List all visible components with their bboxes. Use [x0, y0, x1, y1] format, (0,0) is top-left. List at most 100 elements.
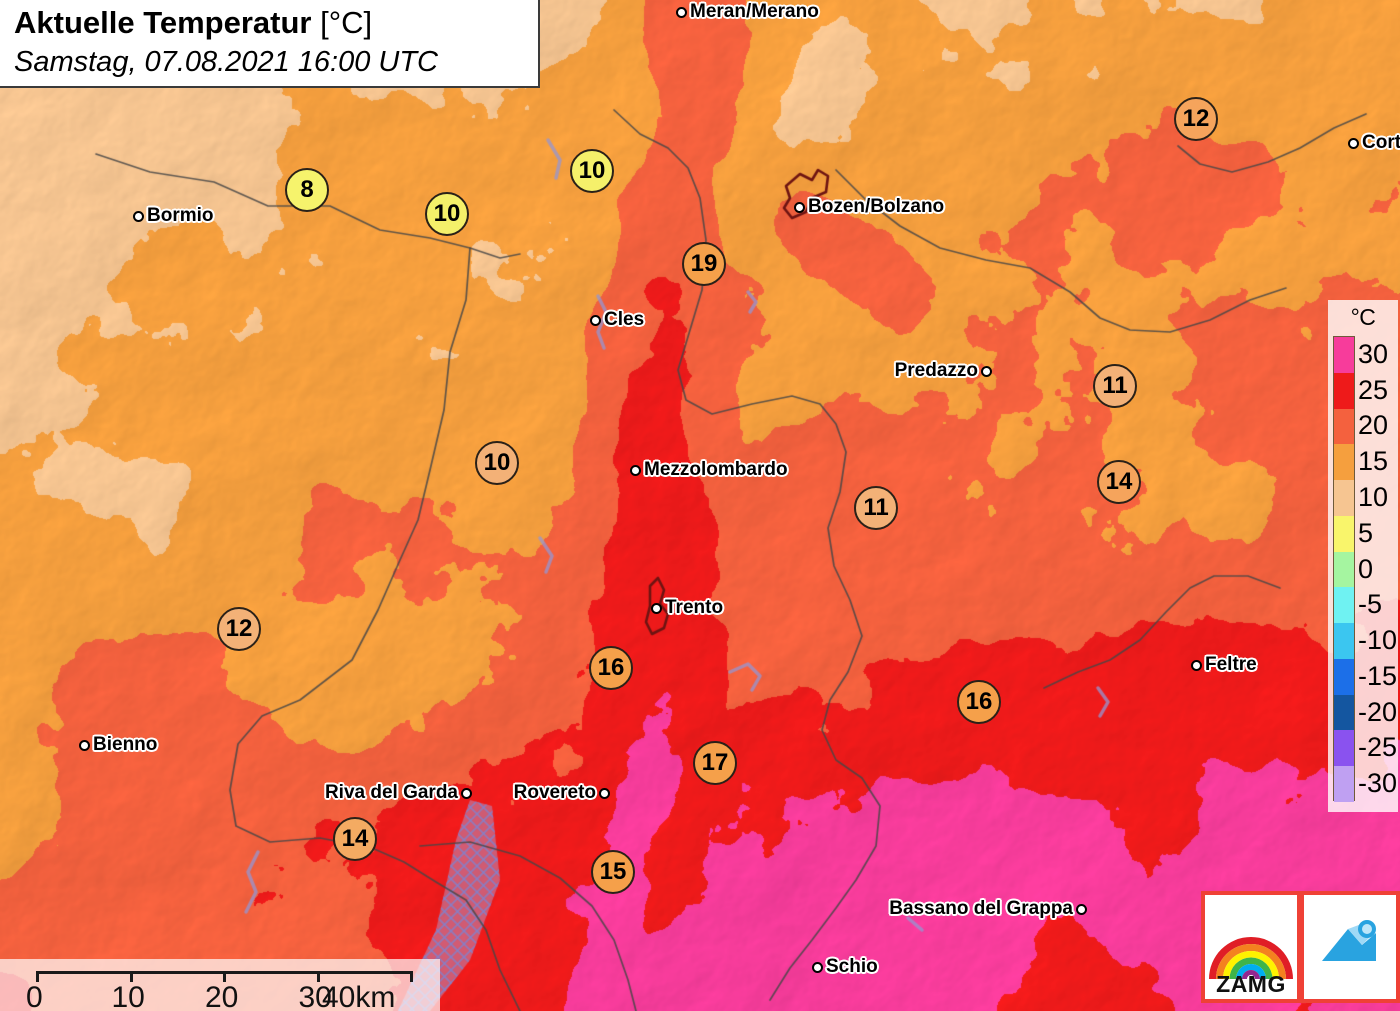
- legend-label-15: 15: [1358, 446, 1389, 477]
- station-temperature-marker[interactable]: 14: [1097, 460, 1141, 504]
- legend-label--30: -30: [1358, 768, 1398, 799]
- city-name: Predazzo: [894, 360, 978, 381]
- legend-band--30: [1334, 766, 1354, 802]
- city-label[interactable]: Riva del Garda: [325, 782, 472, 804]
- zamg-wordmark: ZAMG: [1216, 971, 1286, 997]
- station-temperature-marker[interactable]: 10: [425, 192, 469, 236]
- legend-band-20: [1334, 408, 1354, 445]
- distance-scale-bar: 0 10 20 30 40km: [0, 959, 440, 1011]
- station-temperature-marker[interactable]: 8: [285, 168, 329, 212]
- city-label[interactable]: Bienno: [79, 734, 157, 756]
- city-marker-dot: [461, 787, 472, 799]
- city-name: Rovereto: [513, 782, 596, 803]
- legend-band-25: [1334, 372, 1354, 409]
- city-marker-dot: [676, 6, 687, 18]
- legend-label-25: 25: [1358, 374, 1389, 405]
- mountain-cloud-icon: [1322, 920, 1376, 961]
- legend-label--15: -15: [1358, 660, 1398, 691]
- city-label[interactable]: Cles: [590, 309, 644, 331]
- station-temperature-marker[interactable]: 15: [591, 850, 635, 894]
- city-label[interactable]: Trento: [651, 597, 723, 619]
- temperature-legend: °C 30 25 20 15 10 5 0 -5 -10 -15 -20 -25 -30: [1328, 300, 1398, 812]
- legend-band--10: [1334, 623, 1354, 659]
- zamg-rainbow-icon: [1209, 937, 1293, 979]
- scale-label-0: 0: [26, 981, 43, 1011]
- city-marker-dot: [79, 739, 90, 751]
- city-marker-dot: [981, 365, 992, 377]
- city-label[interactable]: Mezzolombardo: [630, 459, 788, 481]
- legend-band--25: [1334, 730, 1354, 767]
- city-label[interactable]: Bozen/Bolzano: [794, 196, 944, 218]
- city-name: Bormio: [147, 205, 214, 226]
- legend-unit-label: °C: [1350, 304, 1376, 330]
- legend-label--10: -10: [1358, 625, 1398, 656]
- page-title: Aktuelle Temperatur [°C]: [14, 4, 528, 42]
- city-label[interactable]: Rovereto: [514, 782, 610, 804]
- legend-label--20: -20: [1358, 696, 1398, 727]
- city-marker-dot: [1076, 903, 1087, 915]
- city-name: Bassano del Grappa: [889, 898, 1073, 919]
- station-temperature-marker[interactable]: 16: [957, 680, 1001, 724]
- city-marker-dot: [630, 464, 641, 476]
- station-temperature-marker[interactable]: 19: [682, 242, 726, 286]
- legend-band-0: [1334, 551, 1354, 588]
- station-temperature-marker[interactable]: 14: [333, 817, 377, 861]
- scale-tick: [316, 971, 320, 982]
- legend-band--5: [1334, 587, 1354, 624]
- legend-band-30: [1334, 337, 1354, 373]
- map-title-box: Aktuelle Temperatur [°C] Samstag, 07.08.…: [0, 0, 540, 88]
- station-temperature-marker[interactable]: 12: [217, 607, 261, 651]
- station-temperature-marker[interactable]: 10: [475, 441, 519, 485]
- city-label[interactable]: Schio: [812, 956, 878, 978]
- city-label[interactable]: Cortina: [1348, 132, 1400, 154]
- city-name: Cles: [604, 309, 645, 330]
- legend-label-10: 10: [1358, 481, 1389, 512]
- city-name: Trento: [665, 597, 724, 618]
- city-marker-dot: [1191, 659, 1202, 671]
- city-marker-dot: [133, 210, 144, 222]
- legend-label-5: 5: [1358, 517, 1374, 548]
- city-label[interactable]: Predazzo: [895, 360, 992, 382]
- map-timestamp: Samstag, 07.08.2021 16:00 UTC: [14, 46, 438, 78]
- legend-band--15: [1334, 658, 1354, 695]
- city-name: Meran/Merano: [690, 1, 819, 22]
- page-title-unit: [°C]: [320, 5, 373, 40]
- city-name: Schio: [826, 956, 878, 977]
- legend-label--25: -25: [1358, 732, 1398, 763]
- legend-tick-labels: 30 25 20 15 10 5 0 -5 -10 -15 -20 -25 -30: [1358, 336, 1398, 801]
- city-marker-dot: [651, 602, 662, 614]
- city-marker-dot: [812, 961, 823, 973]
- station-temperature-marker[interactable]: 10: [570, 149, 614, 193]
- station-temperature-marker[interactable]: 17: [693, 741, 737, 785]
- scale-label-4: 40km: [322, 981, 396, 1011]
- city-label[interactable]: Meran/Merano: [676, 1, 819, 23]
- scale-label-1: 10: [111, 981, 145, 1011]
- city-label[interactable]: Bassano del Grappa: [889, 898, 1087, 920]
- station-temperature-marker[interactable]: 12: [1174, 97, 1218, 141]
- legend-label--5: -5: [1358, 589, 1383, 620]
- legend-band--20: [1334, 694, 1354, 731]
- legend-color-bands: [1333, 336, 1355, 802]
- city-marker-dot: [794, 201, 805, 213]
- legend-band-15: [1334, 444, 1354, 481]
- scale-label-2: 20: [205, 981, 239, 1011]
- station-temperature-marker[interactable]: 11: [854, 486, 898, 530]
- station-temperature-marker[interactable]: 11: [1093, 364, 1137, 408]
- legend-band-10: [1334, 480, 1354, 516]
- secondary-logo[interactable]: [1300, 891, 1400, 1003]
- legend-label-30: 30: [1358, 338, 1389, 369]
- city-name: Feltre: [1205, 654, 1257, 675]
- station-temperature-marker[interactable]: 16: [589, 646, 633, 690]
- zamg-logo[interactable]: ZAMG: [1201, 891, 1301, 1003]
- city-marker-dot: [1348, 137, 1359, 149]
- city-label[interactable]: Feltre: [1191, 654, 1257, 676]
- city-name: Bienno: [93, 734, 158, 755]
- scale-tick: [129, 971, 133, 982]
- city-name: Bozen/Bolzano: [808, 196, 945, 217]
- city-name: Riva del Garda: [324, 782, 458, 803]
- legend-label-20: 20: [1358, 410, 1389, 441]
- city-label[interactable]: Bormio: [133, 205, 214, 227]
- legend-band-5: [1334, 515, 1354, 552]
